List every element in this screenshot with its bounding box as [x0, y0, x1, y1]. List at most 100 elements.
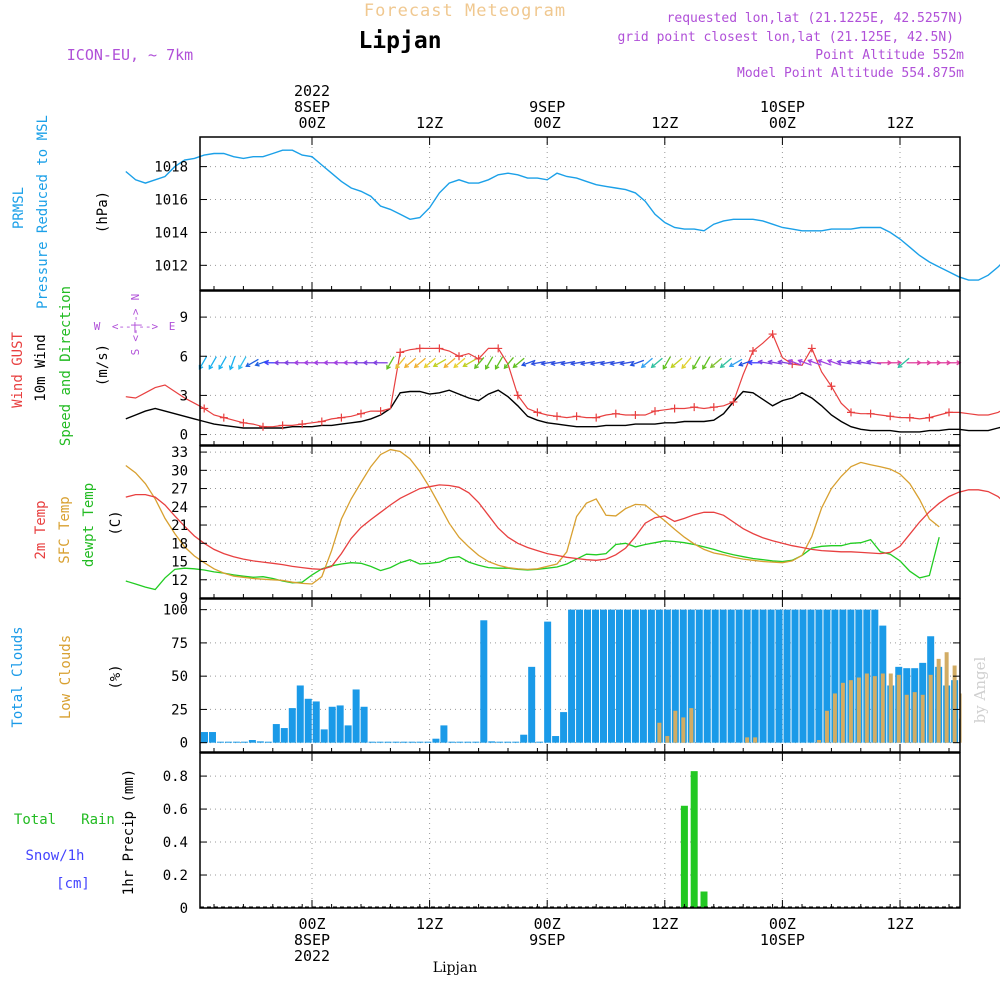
time-label-bottom: 12Z [886, 915, 913, 933]
arrow-head [474, 364, 479, 370]
wind-direction-arrow [403, 357, 417, 369]
arrow-head [494, 364, 500, 370]
low-cloud-bar [952, 665, 957, 743]
arrow-shaft [867, 360, 882, 365]
low-cloud-bar [816, 740, 821, 743]
total-cloud-bar [623, 609, 631, 743]
gust-marker [474, 354, 483, 363]
arrow-head [709, 363, 715, 369]
gust-marker [592, 413, 601, 422]
arrow-head [767, 359, 773, 365]
ytick-label: 1018 [154, 160, 188, 176]
tsfc-label: SFC Temp [57, 496, 73, 563]
wind-direction-arrow [728, 358, 743, 368]
wind-direction-arrow [494, 356, 504, 370]
arrow-head [386, 364, 391, 370]
arrow-head [372, 360, 378, 366]
time-label-top: 00Z [534, 114, 561, 132]
clouds-panel-labels: Total Clouds Low Clouds (%) [10, 626, 124, 727]
low-cloud-bar [928, 674, 933, 743]
arrow-head [540, 360, 546, 367]
total-cloud-bar [520, 734, 528, 743]
gust-marker [690, 403, 699, 412]
arrow-head [403, 363, 409, 369]
gust-marker [513, 391, 522, 400]
compass-w: W [94, 320, 101, 333]
ytick-label: 21 [171, 518, 188, 534]
total-cloud-bar [240, 741, 248, 743]
rain-bar [700, 891, 708, 908]
total-cloud-bar [839, 609, 847, 743]
wind-direction-arrow [640, 357, 653, 369]
arrow-shaft [245, 358, 259, 367]
arrow-shaft [395, 356, 406, 369]
ytick-label: 0 [180, 736, 188, 752]
arrow-shaft [238, 356, 247, 370]
gust-marker [317, 417, 326, 426]
total-cloud-bar [201, 732, 208, 743]
arrow-head [332, 360, 338, 366]
arrow-head [550, 360, 556, 367]
total-cloud-bar [432, 738, 440, 743]
arrow-head [462, 362, 468, 368]
ytick-label: 1016 [154, 193, 188, 209]
total-cloud-bar [600, 609, 607, 743]
arrow-shaft [424, 357, 436, 368]
total-cloud-bar [639, 609, 647, 743]
total-cloud-bar [671, 609, 679, 743]
time-label-bottom: 00Z [769, 915, 796, 933]
point-altitude: Point Altitude 552m [815, 48, 964, 63]
arrow-head [283, 360, 289, 366]
total-cloud-bar [823, 609, 831, 743]
time-label-top: 8SEP [294, 98, 330, 116]
wind-direction-arrow [372, 360, 388, 366]
low-cloud-bar [745, 737, 750, 743]
time-label-top: 12Z [416, 114, 443, 132]
total-cloud-bar [544, 621, 552, 743]
gust-marker [259, 422, 267, 431]
low-cloud-bar [872, 676, 877, 743]
snow-label: Snow/1h [25, 848, 84, 864]
arrow-head [423, 363, 429, 369]
ytick-label: 9 [180, 310, 188, 326]
ytick-label: 1012 [154, 258, 188, 274]
gust-marker [278, 421, 287, 430]
arrow-shaft [474, 356, 485, 369]
low-cloud-bar [920, 694, 925, 743]
total-cloud-bar [735, 609, 743, 743]
gust-marker [866, 409, 875, 418]
wind-10m-line [125, 389, 1000, 433]
wind-direction-arrow [462, 358, 476, 368]
wind-direction-arrow [485, 356, 494, 370]
arrow-shaft [710, 357, 723, 368]
arrow-head [619, 360, 625, 367]
total-cloud-bar [831, 609, 839, 743]
arrow-shaft [229, 355, 236, 370]
panel-frame [199, 290, 961, 446]
total-cloud-bar [408, 741, 416, 743]
panel-frame [199, 136, 961, 291]
arrow-head [650, 363, 656, 369]
arrow-head [738, 361, 744, 367]
arrow-shaft [798, 359, 812, 366]
compass-n: N [129, 294, 142, 301]
time-label-bottom: 2022 [294, 947, 330, 965]
low-cloud-bar [657, 722, 662, 743]
total-cloud-bar [607, 609, 615, 743]
low-cloud-bar [848, 680, 853, 743]
arrow-head [846, 359, 852, 365]
t2m-label: 2m Temp [33, 500, 49, 559]
arrow-shaft [692, 356, 701, 370]
arrow-shaft [827, 359, 842, 366]
arrow-shaft [729, 358, 743, 367]
arrow-shaft [218, 356, 227, 370]
panel-frame [199, 598, 961, 753]
arrow-head [897, 363, 903, 369]
arrow-shaft [208, 356, 217, 370]
gust-marker [886, 412, 895, 421]
watermark: by Angel [971, 656, 989, 723]
wind-direction-arrow [629, 359, 645, 367]
arrow-head [670, 363, 676, 369]
total-cloud-bar [256, 741, 264, 743]
